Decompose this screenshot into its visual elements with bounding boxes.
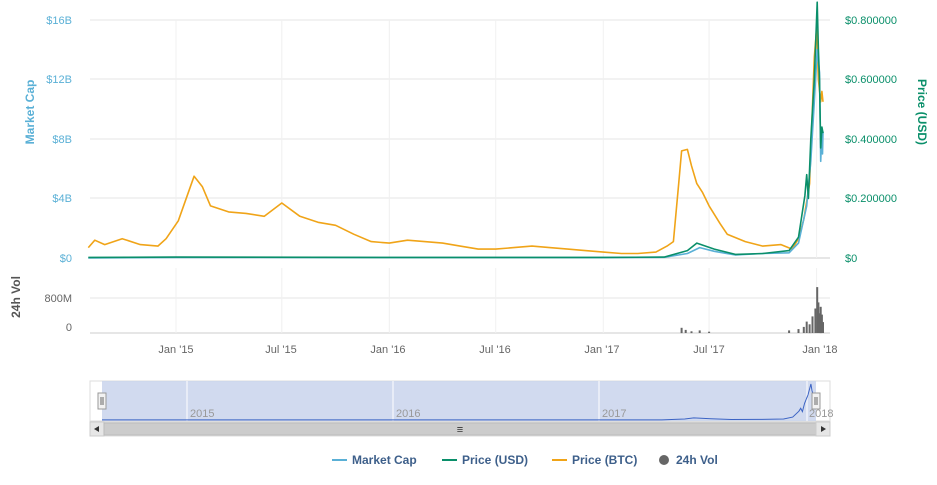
legend: Market Cap Price (USD) Price (BTC) 24h V…: [332, 453, 718, 467]
vol-tick-0: 0: [66, 322, 72, 334]
left-axis-title: Market Cap: [23, 80, 37, 145]
navigator-series-line: [102, 383, 817, 421]
x-tick-jul-16: Jul '16: [479, 344, 510, 356]
scroll-left-arrow-icon: [94, 426, 99, 432]
right-axis-title: Price (USD): [915, 79, 929, 145]
left-tick-16b: $16B: [46, 15, 72, 27]
legend-price-btc-label: Price (BTC): [572, 453, 637, 467]
volume-bar-7: [802, 326, 805, 333]
scrollbar-grip-icon: ≡: [457, 424, 463, 436]
volume-bar-1: [684, 329, 687, 333]
x-tick-jan-17: Jan '17: [584, 344, 619, 356]
x-tick-jul-15: Jul '15: [265, 344, 296, 356]
navigator-year-2016: 2016: [396, 408, 420, 420]
legend-price-usd-label: Price (USD): [462, 453, 528, 467]
x-tick-jul-17: Jul '17: [693, 344, 724, 356]
scrollbar[interactable]: ≡: [89, 421, 831, 437]
volume-bar-0: [680, 327, 683, 334]
right-tick-0: $0: [845, 253, 857, 265]
right-tick-0-8: $0.800000: [845, 15, 897, 27]
volume-axis: 800M 0 24h Vol: [9, 276, 72, 334]
legend-item-price-btc[interactable]: Price (BTC): [552, 453, 637, 467]
navigator: 2015 2016 2017 2018: [89, 380, 833, 422]
grid: [90, 19, 830, 334]
navigator-handle-right[interactable]: [811, 392, 821, 410]
left-tick-0: $0: [60, 253, 72, 265]
series-line-market-cap: [88, 49, 824, 259]
x-tick-jan-18: Jan '18: [802, 344, 837, 356]
x-gridlines: [175, 20, 818, 333]
legend-market-cap-label: Market Cap: [352, 453, 417, 467]
legend-24h-vol-swatch: [659, 455, 669, 465]
right-axis: $0.800000 $0.600000 $0.400000 $0.200000 …: [845, 15, 929, 265]
right-tick-0-4: $0.400000: [845, 134, 897, 146]
volume-bar-5: [788, 330, 791, 333]
volume-bar-11: [814, 308, 817, 333]
navigator-year-2018: 2018: [809, 408, 833, 420]
navigator-year-2017: 2017: [602, 408, 626, 420]
volume-bar-4: [708, 331, 711, 333]
legend-item-price-usd[interactable]: Price (USD): [442, 453, 528, 467]
legend-item-24h-vol[interactable]: 24h Vol: [659, 453, 718, 467]
volume-axis-title: 24h Vol: [9, 276, 23, 318]
volume-bar-13: [817, 302, 820, 333]
series-layer: [87, 1, 824, 259]
vol-tick-800m: 800M: [44, 293, 72, 305]
navigator-selection[interactable]: [102, 381, 816, 421]
volume-bar-2: [690, 331, 693, 334]
left-tick-12b: $12B: [46, 74, 72, 86]
right-tick-0-6: $0.600000: [845, 74, 897, 86]
legend-item-market-cap[interactable]: Market Cap: [332, 453, 417, 467]
volume-bar-3: [698, 330, 701, 333]
navigator-handle-left[interactable]: [97, 392, 107, 410]
x-tick-jan-16: Jan '16: [370, 344, 405, 356]
volume-bar-15: [819, 306, 822, 334]
volume-bar-14: [818, 313, 821, 333]
legend-24h-vol-label: 24h Vol: [676, 453, 718, 467]
scroll-right-arrow-icon: [821, 426, 826, 432]
navigator-year-2015: 2015: [190, 408, 214, 420]
x-tick-jan-15: Jan '15: [158, 344, 193, 356]
right-tick-0-2: $0.200000: [845, 193, 897, 205]
volume-bar-8: [805, 321, 808, 333]
volume-bar-16: [820, 314, 823, 333]
left-tick-8b: $8B: [52, 134, 72, 146]
volume-bar-17: [822, 322, 824, 333]
x-axis: Jan '15 Jul '15 Jan '16 Jul '16 Jan '17 …: [158, 344, 837, 356]
left-tick-4b: $4B: [52, 193, 72, 205]
series-line-price-btc: [87, 28, 824, 255]
volume-bar-12: [816, 287, 819, 333]
volume-bar-9: [808, 324, 811, 334]
series-line-price-usd: [88, 1, 824, 259]
volume-bar-10: [811, 316, 814, 333]
volume-bar-6: [797, 329, 800, 333]
volume-bars: [680, 287, 824, 334]
left-axis: $16B $12B $8B $4B $0 Market Cap: [23, 15, 72, 265]
